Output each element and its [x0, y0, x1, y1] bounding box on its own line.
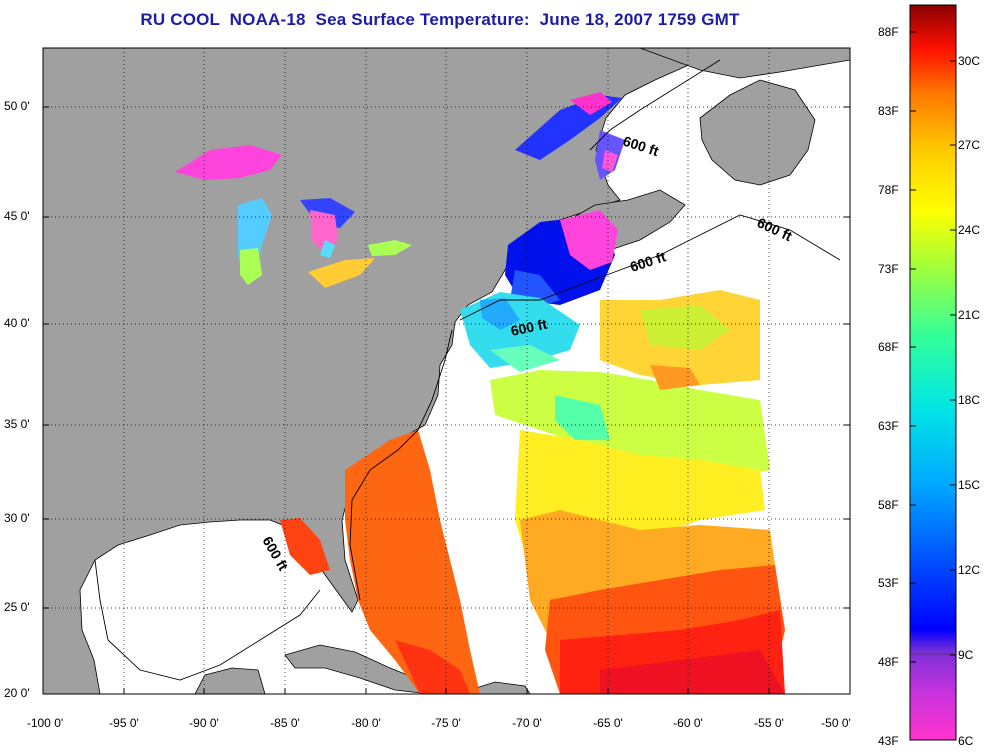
- isobath-label-4: 600 ft: [509, 316, 548, 339]
- colorbar-c-21: 21C: [958, 308, 981, 322]
- lon-label-80: -80 0': [351, 716, 381, 730]
- colorbar: [909, 4, 957, 741]
- colorbar-f-63: 63F: [878, 419, 899, 433]
- colorbar-c-30: 30C: [958, 54, 981, 68]
- colorbar-f-83: 83F: [878, 104, 899, 118]
- colorbar-ticks: [910, 31, 956, 663]
- lat-label-40: 40 0': [4, 316, 30, 330]
- colorbar-c-27: 27C: [958, 138, 981, 152]
- land-yucatan: [194, 667, 266, 694]
- colorbar-c-9: 9C: [958, 648, 974, 662]
- great-lakes: [175, 145, 412, 288]
- lon-label-60: -60 0': [673, 716, 703, 730]
- lat-label-35: 35 0': [4, 417, 30, 431]
- land-labrador: [639, 48, 850, 79]
- lat-label-25: 25 0': [4, 600, 30, 614]
- colorbar-c-18: 18C: [958, 393, 981, 407]
- colorbar-f-68: 68F: [878, 340, 899, 354]
- colorbar-f-73: 73F: [878, 262, 899, 276]
- colorbar-c-12: 12C: [958, 563, 981, 577]
- lon-label-55: -55 0': [754, 716, 784, 730]
- colorbar-f-88: 88F: [878, 25, 899, 39]
- colorbar-c-24: 24C: [958, 223, 981, 237]
- lon-label-50: -50 0': [821, 716, 851, 730]
- colorbar-f-53: 53F: [878, 576, 899, 590]
- graticule: [43, 48, 850, 694]
- colorbar-f-58: 58F: [878, 498, 899, 512]
- sst-mid-atlantic-bight: [460, 292, 580, 372]
- lon-label-95: -95 0': [109, 716, 139, 730]
- lon-label-75: -75 0': [431, 716, 461, 730]
- colorbar-f-48: 48F: [878, 655, 899, 669]
- lat-label-20: 20 0': [4, 686, 30, 700]
- lon-label-65: -65 0': [593, 716, 623, 730]
- colorbar-f-78: 78F: [878, 183, 899, 197]
- land-newfoundland: [699, 79, 816, 186]
- lon-label-85: -85 0': [270, 716, 300, 730]
- lon-label-90: -90 0': [189, 716, 219, 730]
- map-title: RU COOL NOAA-18 Sea Surface Temperature:…: [140, 10, 740, 29]
- sst-gulf-st-lawrence: [515, 92, 625, 180]
- lat-label-30: 30 0': [4, 511, 30, 525]
- lon-label-100: -100 0': [26, 716, 64, 730]
- lon-label-70: -70 0': [512, 716, 542, 730]
- colorbar-c-6: 6C: [958, 734, 974, 748]
- sst-sargasso-sea: [520, 510, 785, 694]
- axis-ticks: [43, 106, 850, 694]
- isobath-600ft: [94, 59, 841, 681]
- colorbar-f-43: 43F: [878, 734, 899, 748]
- colorbar-c-15: 15C: [958, 478, 981, 492]
- lat-label-50: 50 0': [4, 99, 30, 113]
- lat-label-45: 45 0': [4, 209, 30, 223]
